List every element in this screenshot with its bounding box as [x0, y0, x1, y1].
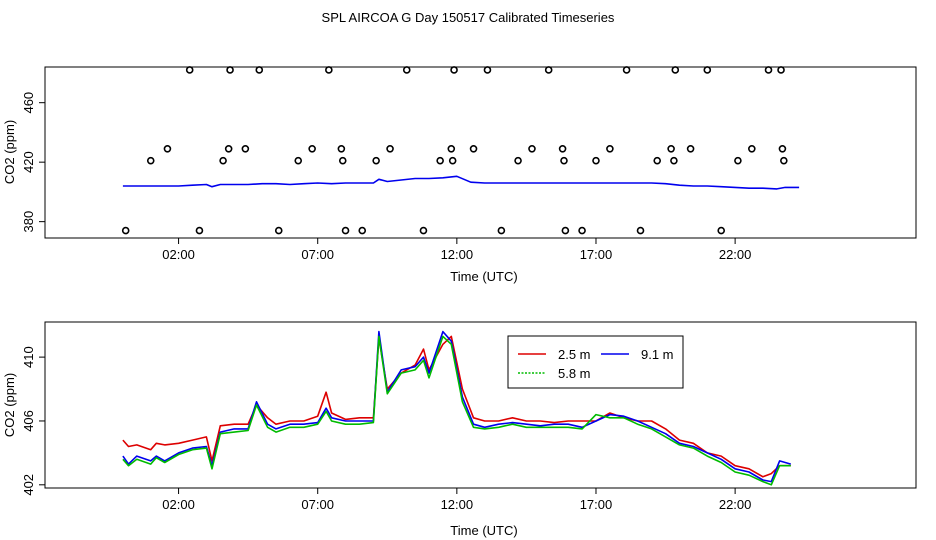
- data-point-marker: [402, 66, 411, 74]
- data-point-marker: [450, 66, 458, 74]
- x-tick-label: 17:00: [580, 247, 613, 262]
- x-tick-label: 12:00: [441, 497, 474, 512]
- data-point-marker: [146, 156, 155, 165]
- series-line-2-5-m: [122, 335, 791, 478]
- y-tick-label: 380: [21, 211, 36, 233]
- data-point-marker: [592, 156, 600, 165]
- data-point-marker: [294, 156, 303, 165]
- bottom-plot-frame: [44, 321, 917, 489]
- data-point-marker: [121, 226, 130, 235]
- y-tick-label: 402: [21, 474, 36, 496]
- data-point-marker: [386, 144, 394, 153]
- top-plot-area: [121, 66, 800, 235]
- x-tick-label: 02:00: [162, 247, 195, 262]
- data-point-marker: [255, 66, 264, 74]
- top-y-axis: 380 420 460: [21, 92, 45, 233]
- data-point-marker: [561, 226, 570, 235]
- data-point-marker: [748, 144, 756, 153]
- data-point-marker: [670, 156, 678, 165]
- data-point-marker: [578, 226, 586, 235]
- series-line-9-1-m: [122, 330, 792, 483]
- data-point-marker: [419, 226, 428, 235]
- bottom-x-axis: 02:00 07:00 12:00 17:00 22:00: [162, 488, 751, 512]
- data-point-marker: [671, 66, 680, 74]
- data-point-marker: [764, 66, 773, 74]
- legend-box: [507, 335, 684, 389]
- data-point-marker: [686, 144, 695, 153]
- data-point-marker: [338, 156, 347, 165]
- data-point-marker: [606, 144, 614, 153]
- top-panel: 02:00 07:00 12:00 17:00 22:00 380 420 460 Time…: [2, 66, 917, 284]
- y-tick-label: 460: [21, 92, 36, 114]
- x-tick-label: 07:00: [301, 247, 334, 262]
- top-x-axis: 02:00 07:00 12:00 17:00 22:00: [162, 238, 751, 262]
- series-line-co2: [122, 175, 800, 190]
- bottom-x-axis-label: Time (UTC): [450, 523, 517, 538]
- data-point-marker: [325, 66, 333, 74]
- data-point-marker: [703, 66, 712, 74]
- data-point-marker: [224, 144, 233, 153]
- top-x-axis-label: Time (UTC): [450, 269, 517, 284]
- data-point-marker: [653, 156, 662, 165]
- data-point-marker: [447, 144, 456, 153]
- data-point-marker: [308, 144, 316, 153]
- data-point-marker: [436, 156, 444, 165]
- data-point-marker: [448, 156, 457, 165]
- data-point-marker: [560, 156, 568, 165]
- x-tick-label: 12:00: [441, 247, 474, 262]
- x-tick-label: 22:00: [719, 247, 752, 262]
- x-tick-label: 17:00: [580, 497, 613, 512]
- bottom-plot-area: [122, 330, 792, 486]
- data-point-marker: [241, 144, 250, 153]
- legend: 2.5 m 9.1 m 5.8 m: [507, 335, 684, 389]
- data-point-marker: [778, 144, 787, 153]
- legend-label-5-8m: 5.8 m: [558, 366, 591, 381]
- data-point-marker: [219, 156, 227, 165]
- data-point-marker: [469, 144, 478, 153]
- legend-label-2-5m: 2.5 m: [558, 347, 591, 362]
- data-point-marker: [514, 156, 522, 165]
- y-tick-label: 410: [21, 346, 36, 368]
- x-tick-label: 07:00: [301, 497, 334, 512]
- data-point-marker: [163, 144, 172, 153]
- top-plot-frame: [44, 66, 917, 239]
- data-point-marker: [372, 156, 380, 165]
- y-tick-label: 406: [21, 410, 36, 432]
- data-point-marker: [777, 66, 785, 74]
- data-point-marker: [358, 226, 367, 235]
- data-point-marker: [497, 226, 506, 235]
- top-y-axis-label: CO2 (ppm): [2, 120, 17, 184]
- data-point-marker: [341, 226, 350, 235]
- data-point-marker: [667, 144, 675, 153]
- series-line-5-8-m: [122, 335, 791, 486]
- data-point-marker: [483, 66, 492, 74]
- data-point-marker: [734, 156, 742, 165]
- data-point-marker: [780, 156, 788, 165]
- bottom-y-axis: 402 406 410: [21, 346, 45, 496]
- legend-label-9-1m: 9.1 m: [641, 347, 674, 362]
- data-point-marker: [226, 66, 234, 74]
- data-point-marker: [622, 66, 631, 74]
- data-point-marker: [337, 144, 346, 153]
- data-point-marker: [274, 226, 283, 235]
- bottom-panel: 02:00 07:00 12:00 17:00 22:00 402 406 410 Time…: [2, 321, 917, 538]
- data-point-marker: [528, 144, 536, 153]
- x-tick-label: 02:00: [162, 497, 195, 512]
- data-point-marker: [717, 226, 726, 235]
- y-tick-label: 420: [21, 151, 36, 173]
- x-tick-label: 22:00: [719, 497, 752, 512]
- bottom-y-axis-label: CO2 (ppm): [2, 373, 17, 437]
- data-point-marker: [558, 144, 567, 153]
- data-point-marker: [544, 66, 553, 74]
- data-point-marker: [636, 226, 645, 235]
- figure-title: SPL AIRCOA G Day 150517 Calibrated Times…: [322, 10, 615, 25]
- data-point-marker: [195, 226, 204, 235]
- data-point-marker: [185, 66, 194, 74]
